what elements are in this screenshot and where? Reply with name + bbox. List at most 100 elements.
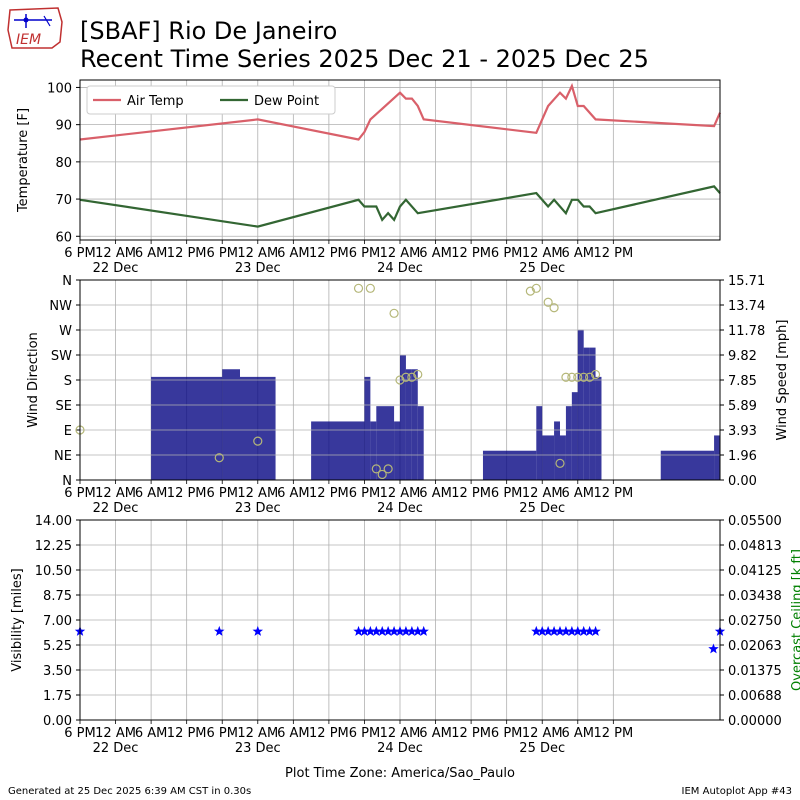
visibility-point [377, 625, 388, 636]
x-tick-label: 6 AM [419, 246, 452, 261]
x-tick-label: 6 AM [277, 246, 310, 261]
ceiling-tick-label: 0.02750 [728, 614, 782, 629]
visibility-point [371, 625, 382, 636]
visibility-point [560, 625, 572, 636]
dew-point-line [79, 185, 721, 228]
wind-speed-bar [240, 376, 276, 480]
x-date-label: 25 Dec [519, 501, 565, 516]
footer-generated: Generated at 25 Dec 2025 6:39 AM CST in … [8, 786, 251, 797]
wind-speed-bar [151, 376, 223, 480]
temperature-panel: 6 PM 12 AM6 AM 12 PM 6 PM 12 AM6 AM 12 PM 6 PM… [47, 79, 722, 276]
wind-speed-bar [370, 421, 377, 480]
x-tick-label: 12 AM [237, 246, 278, 261]
wind-dir-tick-label: N [62, 474, 72, 489]
x-tick-label: 6 PM [349, 246, 380, 261]
wind-speed-bar [400, 355, 406, 480]
wind-direction-point [579, 372, 589, 382]
chart-title-line1: [SBAF] Rio De Janeiro [80, 17, 337, 45]
legend-label: Dew Point [254, 94, 319, 109]
wind-direction-point [371, 464, 381, 474]
visibility-tick-label: 10.50 [35, 564, 72, 579]
wind-speed-tick-label: 0.00 [728, 474, 757, 489]
x-date-label: 25 Dec [519, 261, 565, 276]
visibility-tick-label: 12.25 [35, 539, 72, 554]
timezone-label: Plot Time Zone: America/Sao_Paulo [285, 766, 515, 781]
wind-speed-tick-label: 9.82 [728, 349, 757, 364]
x-tick-label: 6 AM [135, 246, 168, 261]
wind-speed-bar [394, 421, 400, 480]
wind-speed-tick-label: 3.93 [728, 424, 757, 439]
x-date-label: 23 Dec [235, 501, 281, 516]
temperature-legend: Air Temp Dew Point [86, 85, 336, 115]
ceiling-tick-label: 0.00000 [728, 714, 782, 729]
wind-direction-point [377, 469, 387, 480]
x-tick-label: 6 AM [562, 246, 595, 261]
x-tick-label: 12 AM [95, 246, 136, 261]
x-tick-label: 12 AM [380, 486, 421, 501]
y-tick-label: 60 [55, 230, 72, 245]
wind-direction-point [401, 372, 411, 382]
x-tick-label: 6 PM [206, 486, 237, 501]
ceiling-tick-label: 0.04125 [728, 564, 782, 579]
iem-logo: IEM [7, 7, 63, 49]
ceiling-tick-label: 0.00688 [728, 689, 782, 704]
visibility-ylabel: Visibility [miles] [10, 568, 25, 671]
logo-text: IEM [16, 32, 41, 48]
x-tick-label: 12 AM [380, 246, 421, 261]
wind-speed-tick-label: 15.71 [728, 274, 765, 289]
visibility-tick-label: 0.00 [43, 714, 72, 729]
wind-direction-point [573, 372, 583, 382]
wind-speed-tick-label: 1.96 [728, 449, 757, 464]
visibility-point [590, 625, 601, 636]
visibility-point [708, 643, 719, 654]
x-tick-label: 6 PM [64, 726, 95, 741]
x-tick-label: 6 PM [64, 486, 95, 501]
wind-direction-point [395, 375, 405, 385]
wind-speed-ylabel: Wind Speed [mph] [775, 320, 790, 441]
wind-direction-ylabel: Wind Direction [26, 332, 41, 428]
chart-title-line2: Recent Time Series 2025 Dec 21 - 2025 De… [80, 45, 649, 73]
x-tick-label: 12 AM [522, 726, 563, 741]
wind-speed-tick-label: 13.74 [728, 299, 765, 314]
ceiling-tick-label: 0.03438 [728, 589, 782, 604]
wind-speed-bar [482, 450, 537, 480]
wind-speed-bar [405, 369, 412, 480]
x-date-label: 22 Dec [93, 501, 139, 516]
wind-direction-point [413, 369, 423, 380]
x-tick-label: 6 PM [206, 246, 237, 261]
panel-frame [79, 519, 721, 721]
wind-speed-bar [714, 435, 720, 480]
wind-dir-tick-label: NE [54, 449, 72, 464]
wind-dir-tick-label: SE [56, 399, 72, 414]
visibility-point [537, 625, 548, 636]
wind-speed-bar [222, 369, 240, 480]
x-tick-label: 6 PM [206, 726, 237, 741]
wind-dir-tick-label: SW [51, 349, 72, 364]
visibility-point [365, 625, 376, 636]
x-tick-label: 12 AM [522, 486, 563, 501]
wind-speed-bar [376, 406, 395, 480]
x-tick-label: 12 PM [451, 726, 491, 741]
footer-app: IEM Autoplot App #43 [682, 786, 792, 797]
x-tick-label: 6 PM [491, 246, 522, 261]
visibility-tick-label: 1.75 [43, 689, 72, 704]
ceiling-tick-label: 0.01375 [728, 664, 782, 679]
visibility-point [542, 625, 554, 636]
wind-speed-bar [583, 347, 590, 480]
x-tick-label: 12 AM [237, 486, 278, 501]
x-tick-label: 6 AM [562, 726, 595, 741]
visibility-point [418, 625, 429, 636]
x-tick-label: 12 PM [309, 246, 349, 261]
wind-dir-tick-label: NW [49, 299, 72, 314]
visibility-point [584, 625, 595, 636]
wind-speed-bar [311, 421, 365, 480]
x-tick-label: 6 PM [349, 486, 380, 501]
wind-direction-point [555, 458, 565, 468]
wind-speed-bar [560, 435, 566, 480]
x-date-label: 23 Dec [235, 741, 281, 756]
wind-direction-point [590, 369, 601, 380]
visibility-point [554, 625, 566, 636]
y-tick-label: 80 [55, 156, 72, 171]
wind-direction-point [585, 372, 595, 382]
